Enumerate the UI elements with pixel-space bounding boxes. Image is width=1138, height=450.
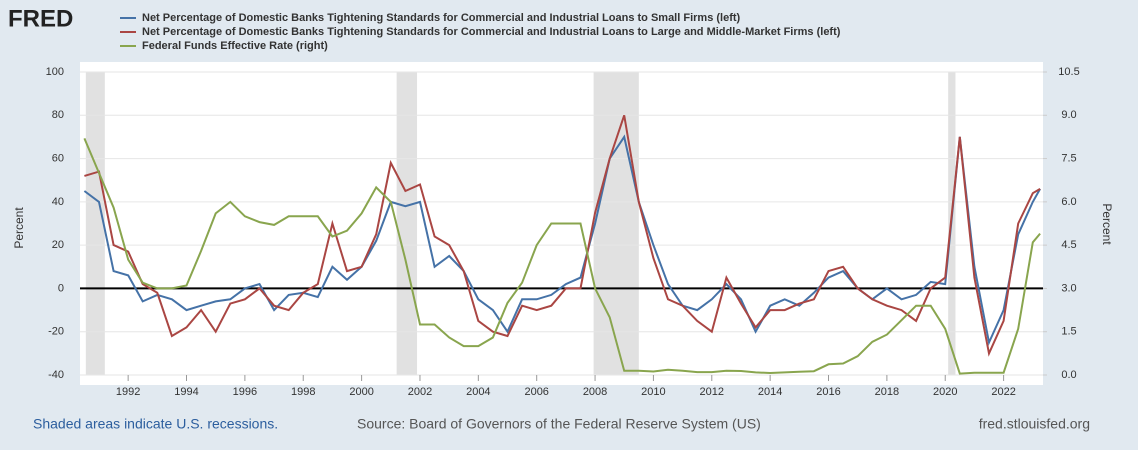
- y-tick-label: -20: [48, 326, 64, 338]
- x-tick-label: 2014: [758, 386, 782, 398]
- y-tick-label: 40: [52, 196, 64, 208]
- x-tick-label: 2008: [583, 386, 607, 398]
- series-line: [83, 134, 1041, 346]
- site: fred.stlouisfed.org: [979, 416, 1090, 432]
- y2-tick-label: 4.5: [1061, 239, 1076, 251]
- y-tick-label: -40: [48, 369, 64, 381]
- y2-tick-label: 3.0: [1061, 282, 1076, 294]
- x-tick-label: 1998: [291, 386, 315, 398]
- x-tick-label: 2016: [816, 386, 840, 398]
- recession-band: [396, 72, 418, 375]
- x-tick-label: 2012: [700, 386, 724, 398]
- y2-tick-label: 9.0: [1061, 109, 1076, 121]
- recession-band: [593, 72, 639, 375]
- y-axis-label: Percent: [12, 207, 26, 249]
- x-tick-label: 1994: [174, 386, 198, 398]
- legend-label: Net Percentage of Domestic Banks Tighten…: [142, 26, 841, 38]
- x-tick-label: 2018: [875, 386, 899, 398]
- y-tick-label: 80: [52, 109, 64, 121]
- y-tick-label: 100: [46, 66, 64, 78]
- y-tick-label: 20: [52, 239, 64, 251]
- legend-label: Federal Funds Effective Rate (right): [142, 40, 328, 52]
- legend-label: Net Percentage of Domestic Banks Tighten…: [142, 12, 741, 24]
- y2-tick-label: 1.5: [1061, 326, 1076, 338]
- x-tick-label: 2006: [524, 386, 548, 398]
- source: Source: Board of Governors of the Federa…: [357, 416, 761, 432]
- x-tick-label: 2020: [933, 386, 957, 398]
- x-tick-label: 1996: [233, 386, 257, 398]
- series-line: [83, 138, 1041, 375]
- x-tick-label: 1992: [116, 386, 140, 398]
- recession-band: [85, 72, 105, 375]
- x-tick-label: 2010: [641, 386, 665, 398]
- x-tick-label: 2002: [408, 386, 432, 398]
- y2-tick-label: 10.5: [1058, 66, 1079, 78]
- y2-axis-label: Percent: [1100, 203, 1114, 245]
- y2-tick-label: 0.0: [1061, 369, 1076, 381]
- series-line: [84, 114, 1041, 357]
- y2-tick-label: 6.0: [1061, 196, 1076, 208]
- footnote: Shaded areas indicate U.S. recessions.: [33, 416, 278, 432]
- y-tick-label: 0: [58, 282, 64, 294]
- x-tick-label: 2022: [991, 386, 1015, 398]
- y-tick-label: 60: [52, 152, 64, 164]
- x-tick-label: 2000: [349, 386, 373, 398]
- y2-tick-label: 7.5: [1061, 152, 1076, 164]
- logo: FRED: [8, 5, 73, 32]
- x-tick-label: 2004: [466, 386, 490, 398]
